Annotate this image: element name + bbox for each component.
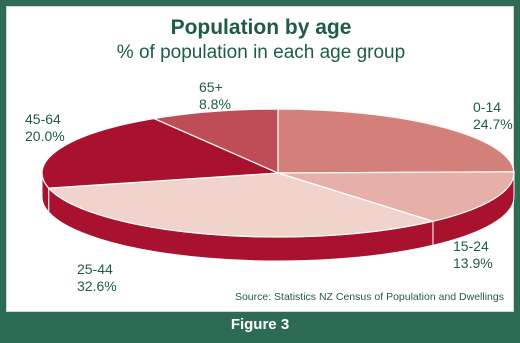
pie-slice-25-44 bbox=[47, 172, 436, 238]
pie-slice-65+ bbox=[151, 108, 279, 174]
slice-label-15-24: 15-24 13.9% bbox=[453, 238, 493, 272]
figure-caption: Figure 3 bbox=[230, 316, 290, 333]
slice-name: 65+ bbox=[199, 79, 223, 95]
chart-panel: Population by age % of population in eac… bbox=[6, 6, 515, 312]
pie-top bbox=[41, 108, 515, 238]
slice-name: 45-64 bbox=[25, 111, 61, 127]
slice-value: 32.6% bbox=[77, 278, 117, 294]
slice-label-25-44: 25-44 32.6% bbox=[77, 261, 117, 295]
chart-title: Population by age bbox=[170, 16, 352, 39]
slice-label-65plus: 65+ 8.8% bbox=[199, 79, 231, 113]
pie-slice-15-24 bbox=[277, 171, 515, 222]
slice-name: 15-24 bbox=[453, 238, 489, 254]
source-note: Source: Statistics NZ Census of Populati… bbox=[234, 291, 504, 303]
pie-slice-0-14 bbox=[277, 108, 515, 174]
pie-slice-45-64 bbox=[41, 117, 279, 189]
slice-label-0-14: 0-14 24.7% bbox=[473, 99, 513, 133]
slice-label-45-64: 45-64 20.0% bbox=[25, 111, 65, 145]
slice-name: 25-44 bbox=[77, 261, 113, 277]
slice-value: 24.7% bbox=[473, 116, 513, 132]
pie-chart bbox=[41, 108, 515, 262]
slice-value: 13.9% bbox=[453, 255, 493, 271]
slice-value: 20.0% bbox=[25, 128, 65, 144]
slice-name: 0-14 bbox=[473, 99, 502, 115]
chart-subtitle: % of population in each age group bbox=[116, 42, 406, 63]
slice-value: 8.8% bbox=[199, 96, 231, 112]
